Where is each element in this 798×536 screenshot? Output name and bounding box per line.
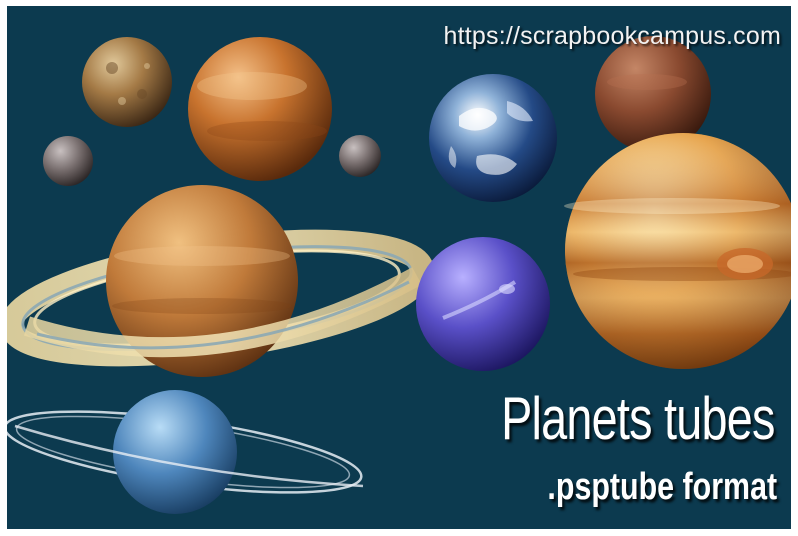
- uranus-planet: [7, 390, 364, 514]
- mercury-planet: [82, 37, 172, 127]
- earth-planet: [429, 74, 557, 202]
- planets-banner: https://scrapbookcampus.com Planets tube…: [7, 6, 791, 529]
- venus-planet: [188, 37, 332, 181]
- mars-planet: [595, 36, 711, 152]
- banner-subtitle: .psptube format: [547, 466, 777, 508]
- neptune-planet: [416, 237, 550, 371]
- small-moon-center: [339, 135, 381, 177]
- planets-illustration: [7, 6, 791, 529]
- banner-title: Planets tubes: [501, 385, 776, 452]
- jupiter-planet: [564, 133, 791, 369]
- saturn-planet: [7, 185, 435, 377]
- website-url: https://scrapbookcampus.com: [443, 22, 781, 50]
- small-moon-left: [43, 136, 93, 186]
